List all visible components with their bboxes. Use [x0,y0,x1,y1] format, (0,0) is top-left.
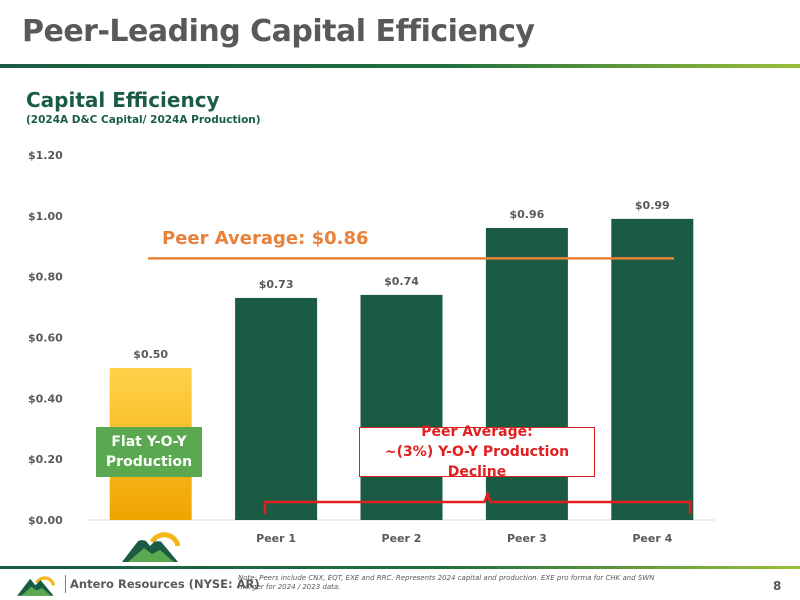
bar [611,218,694,520]
y-tick-label: $1.20 [28,149,63,162]
bar-value-label: $0.73 [259,278,294,291]
peer-decline-callout: Peer Average: ~(3%) Y-O-Y Production Dec… [359,424,595,480]
y-tick-label: $0.00 [28,514,63,527]
footer-company: Antero Resources (NYSE: AR) [70,577,260,591]
x-tick-label: Peer 3 [507,532,547,545]
footer-divider [65,575,66,593]
flat-production-callout: Flat Y-O-Y Production [96,427,202,477]
chart-subtitle: (2024A D&C Capital/ 2024A Production) [26,114,261,126]
peer-decline-callout-line1: Peer Average: [421,424,533,440]
antero-logo-icon [17,576,56,596]
x-tick-label: Peer 4 [632,532,672,545]
peer-brace [263,490,692,514]
x-tick-label: Peer 1 [256,532,296,545]
y-tick-label: $1.00 [28,210,63,223]
bar-value-label: $0.99 [635,199,670,212]
y-tick-label: $0.60 [28,332,63,345]
y-tick-label: $0.80 [28,271,63,284]
page-title: Peer-Leading Capital Efficiency [22,14,535,49]
title-rule [0,64,800,68]
peer-decline-callout-line2: ~(3%) Y-O-Y Production Decline [384,444,570,480]
footer-note: Note: Peers include CNX, EQT, EXE and RR… [238,574,655,591]
peer-average-label: Peer Average: $0.86 [162,228,369,249]
bar-value-label: $0.74 [384,275,419,288]
bar-value-label: $0.50 [133,348,168,361]
bar [235,297,318,520]
chart-title: Capital Efficiency [26,88,220,112]
footer-rule [0,566,800,569]
x-tick-label: Peer 2 [382,532,422,545]
y-tick-label: $0.40 [28,392,63,405]
bar-value-label: $0.96 [510,208,545,221]
page-number: 8 [773,579,782,593]
antero-mountain-icon [122,532,180,562]
bar [360,294,443,520]
y-tick-label: $0.20 [28,453,63,466]
